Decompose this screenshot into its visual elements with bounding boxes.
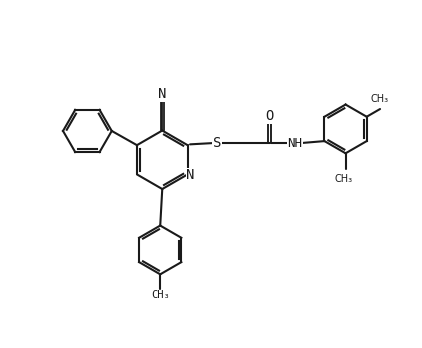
Text: N: N xyxy=(158,87,166,101)
Text: CH₃: CH₃ xyxy=(151,291,170,300)
Text: CH₃: CH₃ xyxy=(335,174,353,184)
Text: O: O xyxy=(265,109,274,123)
Text: CH₃: CH₃ xyxy=(371,94,389,104)
Text: NH: NH xyxy=(287,137,302,150)
Text: N: N xyxy=(186,168,195,182)
Text: S: S xyxy=(213,136,221,150)
